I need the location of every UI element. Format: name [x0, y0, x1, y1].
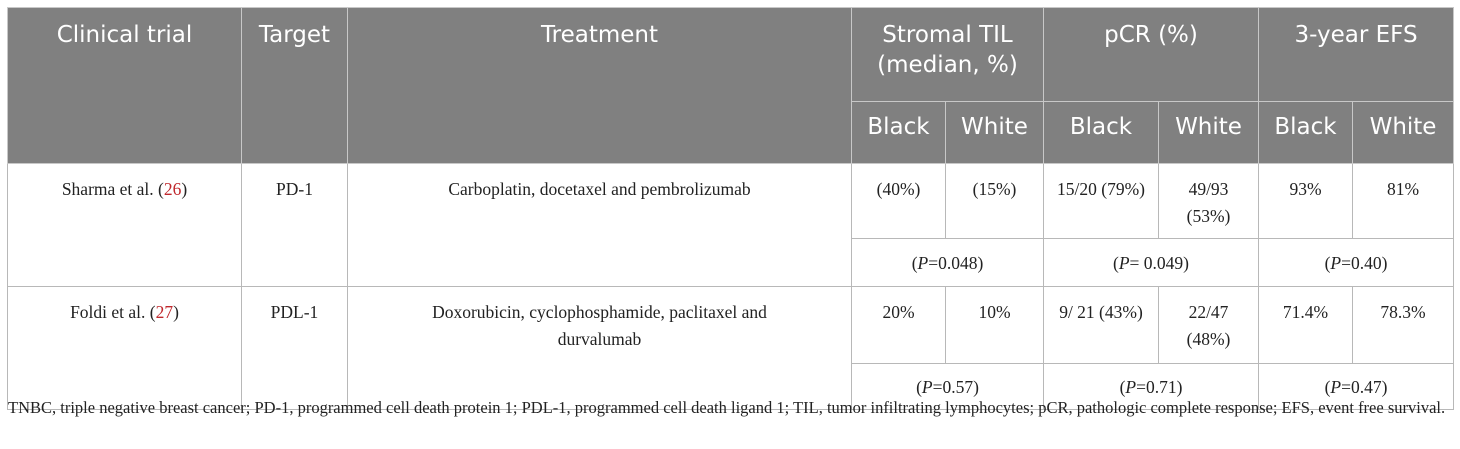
table-row-pvalues: (P=0.57) (P=0.71) (P=0.47) — [8, 363, 1455, 410]
p-value-til: (P=0.048) — [851, 238, 1044, 287]
header-pcr: pCR (%) — [1042, 7, 1260, 102]
header-efs-white: White — [1352, 101, 1455, 164]
p-value-pcr: (P= 0.049) — [1042, 238, 1260, 287]
p-value-pcr: (P=0.71) — [1042, 363, 1260, 410]
header-efs: 3-year EFS — [1258, 7, 1455, 102]
trial-paren: ) — [181, 179, 188, 199]
efs-black-cell: 71.4% — [1258, 286, 1354, 364]
til-black-cell: 20% — [851, 286, 946, 364]
table-row: Sharma et al. (26) PD-1 Carboplatin, doc… — [7, 163, 1455, 287]
header-treatment: Treatment — [347, 7, 852, 164]
reference-link[interactable]: 26 — [163, 179, 182, 199]
pcr-white-cell: 49/93 (53%) — [1157, 163, 1260, 239]
header-stromal-til: Stromal TIL (median, %) — [851, 7, 1044, 102]
reference-link[interactable]: 27 — [155, 302, 174, 322]
clinical-trials-table: Clinical trial Target Treatment Stromal … — [7, 7, 1455, 410]
treatment-text: Doxorubicin, cyclophosphamide, paclitaxe… — [432, 302, 767, 349]
p-value-til: (P=0.57) — [851, 363, 1044, 410]
efs-white-cell: 81% — [1352, 163, 1455, 239]
header-pcr-black: Black — [1043, 101, 1159, 164]
til-white-cell: (15%) — [945, 163, 1044, 239]
til-white-cell: 10% — [945, 286, 1044, 364]
efs-white-cell: 78.3% — [1352, 286, 1455, 364]
pcr-black-cell: 15/20 (79%) — [1043, 163, 1159, 239]
target-cell: PDL-1 — [241, 286, 348, 410]
header-efs-black: Black — [1258, 101, 1354, 164]
header-target: Target — [241, 7, 348, 164]
p-value-efs: (P=0.47) — [1258, 363, 1455, 410]
header-pcr-white: White — [1157, 101, 1260, 164]
til-black-cell: (40%) — [851, 163, 946, 239]
table-footnote: TNBC, triple negative breast cancer; PD-… — [8, 398, 1446, 417]
pcr-black-cell: 9/ 21 (43%) — [1043, 286, 1159, 364]
trial-name: Foldi et al. ( — [70, 302, 156, 322]
trial-cell: Sharma et al. (26) — [7, 163, 242, 287]
target-cell: PD-1 — [241, 163, 348, 287]
table-row: Foldi et al. (27) PDL-1 Doxorubicin, cyc… — [7, 286, 1455, 410]
efs-black-cell: 93% — [1258, 163, 1354, 239]
trial-name: Sharma et al. ( — [61, 179, 164, 199]
pcr-white-cell: 22/47 (48%) — [1157, 286, 1260, 364]
treatment-cell: Doxorubicin, cyclophosphamide, paclitaxe… — [347, 286, 852, 410]
trial-paren: ) — [173, 302, 179, 322]
header-til-white: White — [945, 101, 1044, 164]
header-til-black: Black — [851, 101, 946, 164]
p-value-efs: (P=0.40) — [1258, 238, 1455, 287]
treatment-cell: Carboplatin, docetaxel and pembrolizumab — [347, 163, 852, 287]
trial-cell: Foldi et al. (27) — [7, 286, 242, 410]
header-clinical-trial: Clinical trial — [7, 7, 242, 164]
table-row-pvalues: (P=0.048) (P= 0.049) (P=0.40) — [8, 238, 1455, 287]
